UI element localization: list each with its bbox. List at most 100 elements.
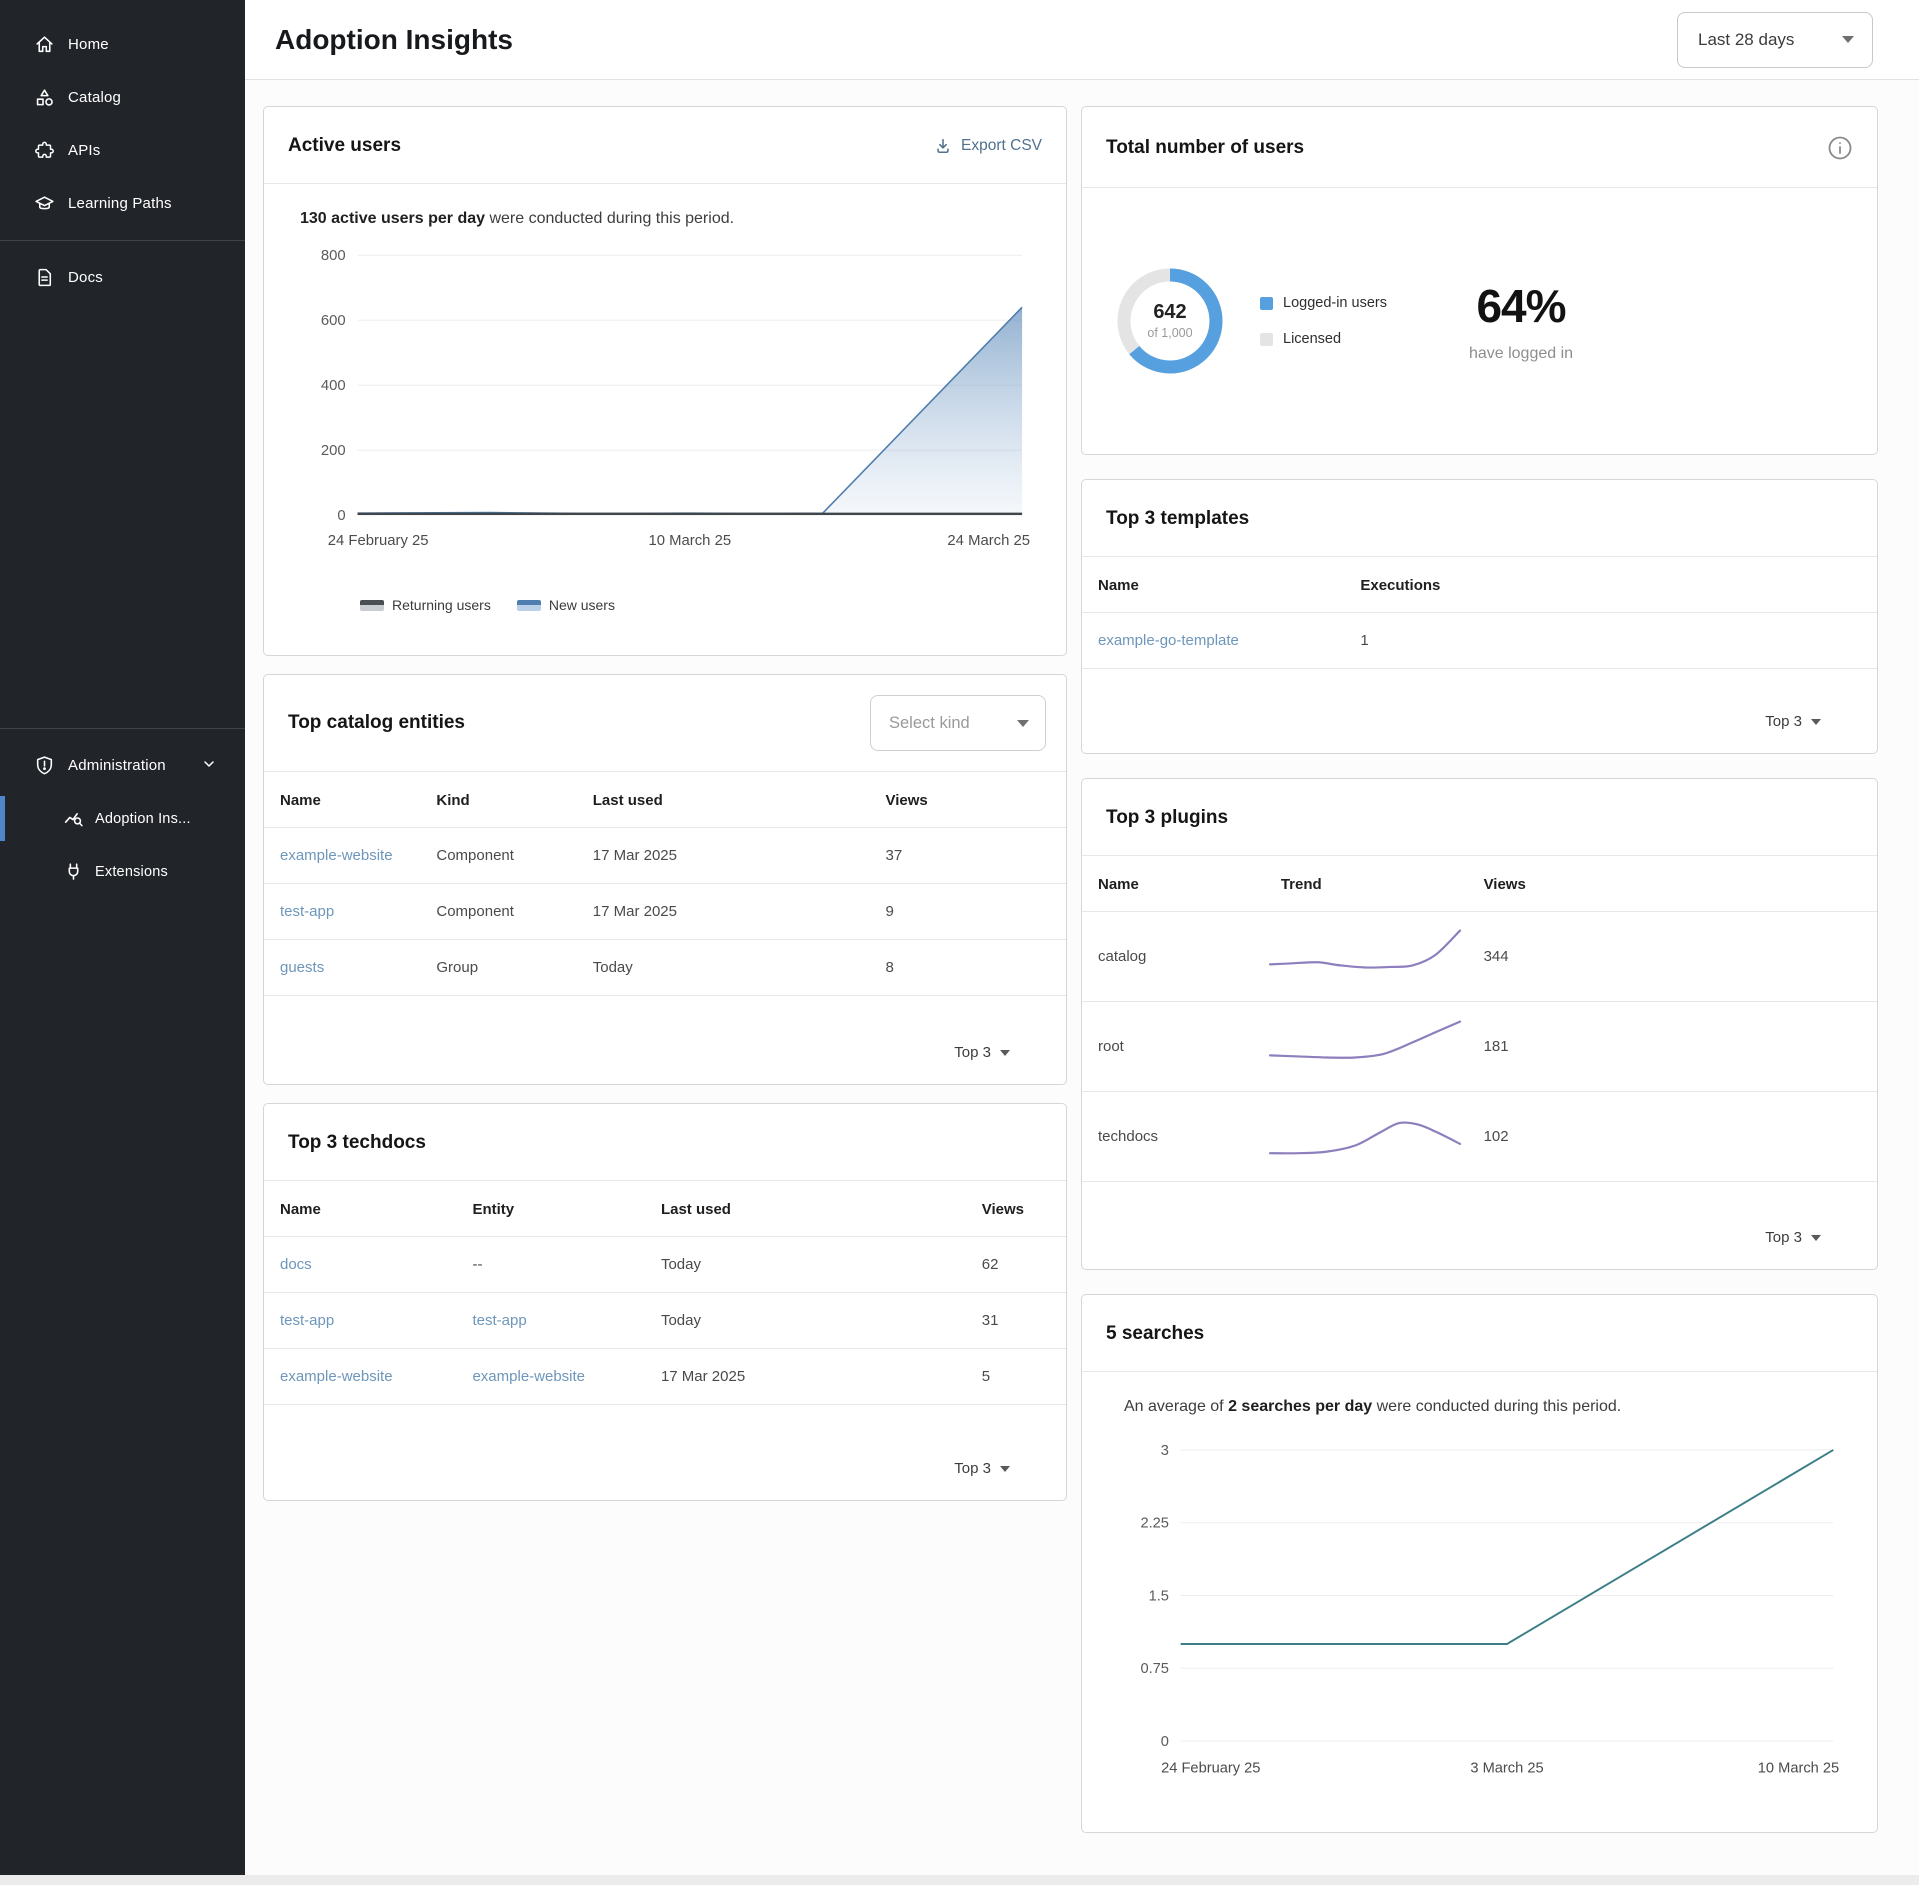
table-cell: Component <box>420 883 577 940</box>
table-row: techdocs 102 <box>1082 1091 1877 1182</box>
total-users-card: Total number of users 642 of 1,000 <box>1081 106 1878 455</box>
select-kind-dropdown[interactable]: Select kind <box>870 695 1046 751</box>
column-header: Views <box>965 1181 1066 1237</box>
svg-text:10 March 25: 10 March 25 <box>649 533 732 549</box>
table-row: test-app test-app Today 31 <box>264 1292 1066 1349</box>
entity-link[interactable]: test-app <box>280 1312 335 1329</box>
entity-link[interactable]: example-website <box>280 847 393 864</box>
table-cell: 1 <box>1344 612 1877 669</box>
learning-paths-icon <box>33 193 55 215</box>
entity-link[interactable]: example-website <box>472 1368 586 1385</box>
entity-link[interactable]: guests <box>280 959 325 976</box>
column-header: Entity <box>456 1181 645 1237</box>
catalog-icon <box>33 87 55 109</box>
sidebar-item-extensions[interactable]: Extensions <box>0 845 245 898</box>
entity-link[interactable]: test-app <box>280 903 335 920</box>
plugin-name: root <box>1082 1001 1265 1092</box>
users-donut-chart: 642 of 1,000 <box>1117 268 1223 374</box>
table-cell: 17 Mar 2025 <box>576 827 870 884</box>
svg-text:24 March 25: 24 March 25 <box>947 533 1030 549</box>
table-cell: guests <box>264 939 421 996</box>
entity-link[interactable]: docs <box>280 1256 312 1273</box>
svg-text:200: 200 <box>321 443 346 459</box>
page-header: Adoption Insights Last 28 days <box>245 0 1919 80</box>
templates-table: Name Executions example-go-template 1 <box>1082 557 1877 669</box>
sidebar-item-label: Extensions <box>95 863 168 880</box>
card-footer: Top 3 <box>1082 689 1877 753</box>
sidebar-item-docs[interactable]: Docs <box>0 251 245 304</box>
table-row: guests Group Today 8 <box>264 939 1066 996</box>
top-templates-header: Top 3 templates <box>1082 480 1877 557</box>
page-title: Adoption Insights <box>275 23 513 55</box>
sidebar-item-label: Docs <box>68 269 103 286</box>
table-head: Name Entity Last used Views <box>264 1181 1066 1237</box>
card-title: Top catalog entities <box>288 712 466 733</box>
home-icon <box>33 34 55 56</box>
card-title: Total number of users <box>1106 137 1305 158</box>
donut-legend: Logged-in users Licensed <box>1260 295 1410 347</box>
export-csv-button[interactable]: Export CSV <box>934 137 1042 155</box>
table-cell: example-website <box>264 827 421 884</box>
column-header: Last used <box>576 772 870 828</box>
returning-users-swatch <box>360 599 384 611</box>
searches-summary: An average of 2 searches per day were co… <box>1124 1398 1622 1415</box>
sidebar-item-home[interactable]: Home <box>0 18 245 71</box>
plugin-name: catalog <box>1082 911 1265 1002</box>
rows-count-selector[interactable]: Top 3 <box>1765 713 1821 730</box>
legend-returning-users: Returning users <box>360 597 491 613</box>
plugin-trend-sparkline <box>1264 1091 1468 1182</box>
rows-count-selector[interactable]: Top 3 <box>954 1044 1010 1061</box>
date-range-select[interactable]: Last 28 days <box>1677 11 1873 68</box>
table-row: docs -- Today 62 <box>264 1236 1066 1293</box>
plugin-views: 102 <box>1467 1091 1877 1182</box>
active-users-body: 130 active users per day were conducted … <box>264 184 1066 613</box>
plugin-trend-sparkline <box>1264 1001 1468 1092</box>
date-range-value: Last 28 days <box>1698 29 1795 49</box>
plugin-trend-sparkline <box>1264 911 1468 1002</box>
logged-in-percent-caption: have logged in <box>1468 345 1574 362</box>
svg-text:3 March 25: 3 March 25 <box>1470 1760 1543 1776</box>
table-cell: 8 <box>869 939 1066 996</box>
table-cell: test-app <box>456 1292 645 1349</box>
column-header: Name <box>1082 557 1345 613</box>
svg-text:24 February 25: 24 February 25 <box>1161 1760 1260 1776</box>
table-row: example-go-template 1 <box>1082 612 1877 669</box>
column-header: Executions <box>1344 557 1877 613</box>
card-title: Active users <box>288 135 402 156</box>
sidebar-item-learning-paths[interactable]: Learning Paths <box>0 177 245 230</box>
entity-link[interactable]: example-website <box>280 1368 393 1385</box>
entity-link[interactable]: example-go-template <box>1098 632 1239 649</box>
table-head: Name Executions <box>1082 557 1877 613</box>
rows-count-selector[interactable]: Top 3 <box>1765 1229 1821 1246</box>
rows-count-selector[interactable]: Top 3 <box>954 1460 1010 1477</box>
apis-icon <box>33 140 55 162</box>
entity-link[interactable]: test-app <box>472 1312 527 1329</box>
svg-text:642: 642 <box>1153 301 1186 323</box>
sidebar-item-catalog[interactable]: Catalog <box>0 71 245 124</box>
sidebar-item-label: APIs <box>68 142 101 159</box>
sidebar-item-apis[interactable]: APIs <box>0 124 245 177</box>
table-cell: example-go-template <box>1082 612 1345 669</box>
column-header: Trend <box>1264 856 1468 912</box>
licensed-swatch <box>1260 332 1273 346</box>
sidebar-item-label: Administration <box>68 757 166 774</box>
chart-legend: Returning users New users <box>360 597 1034 613</box>
sidebar-item-administration[interactable]: Administration <box>0 739 245 792</box>
legend-licensed: Licensed <box>1260 331 1410 347</box>
sidebar-item-label: Home <box>68 36 109 53</box>
column-header: Last used <box>644 1181 966 1237</box>
svg-text:2.25: 2.25 <box>1140 1516 1169 1532</box>
column-header: Name <box>264 772 421 828</box>
chevron-down-icon <box>1000 1466 1010 1472</box>
searches-card: 5 searches An average of 2 searches per … <box>1081 1294 1878 1833</box>
svg-text:0: 0 <box>1161 1734 1169 1750</box>
info-icon[interactable] <box>1827 135 1853 161</box>
column-header: Views <box>1467 856 1877 912</box>
total-users-header: Total number of users <box>1082 107 1877 188</box>
svg-text:400: 400 <box>321 378 346 394</box>
table-body: catalog 344 root 181 techdocs 102 <box>1082 911 1877 1182</box>
sidebar-item-adoption-insights[interactable]: Adoption Ins... <box>0 792 245 845</box>
card-title: Top 3 techdocs <box>288 1132 426 1153</box>
download-icon <box>937 138 949 153</box>
sidebar: Home Catalog APIs Learning Paths Docs <box>0 0 245 1885</box>
